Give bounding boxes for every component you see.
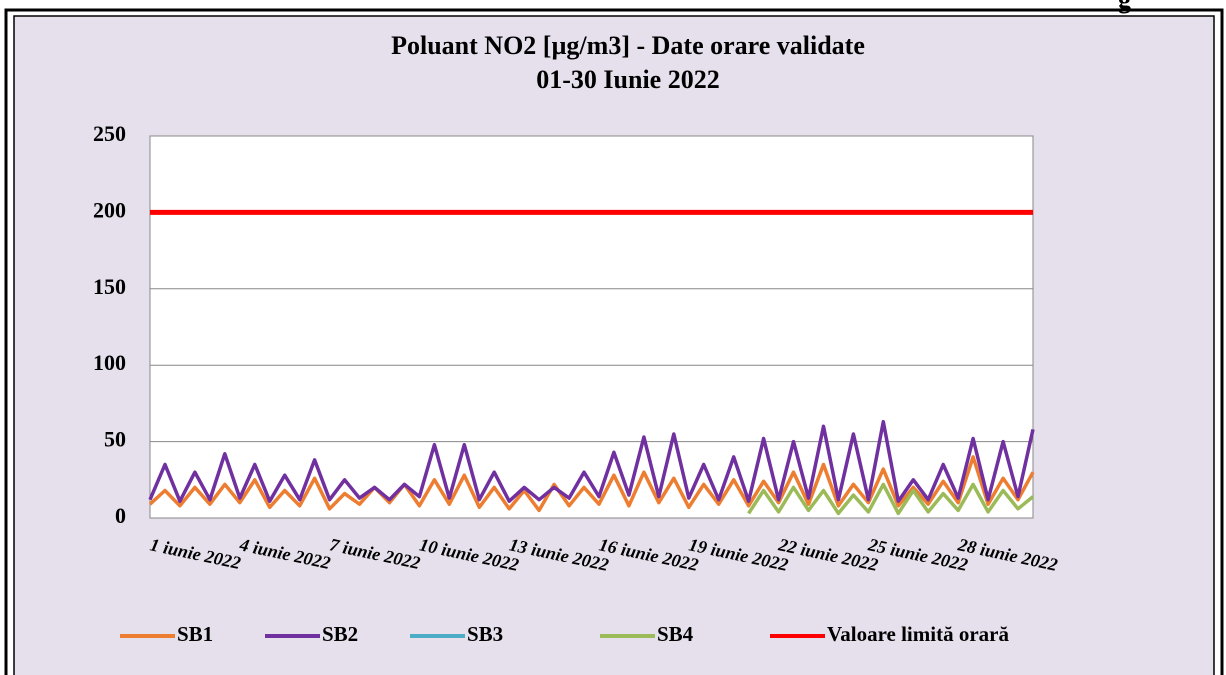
- outer-frame: [4, 8, 1224, 675]
- series-line: [747, 482, 1035, 516]
- y-tick-label: 150: [93, 274, 126, 299]
- corner-text: g: [1118, 0, 1131, 14]
- series-line: [148, 419, 1035, 503]
- plot-area: [149, 135, 1034, 519]
- legend-label: SB2: [322, 622, 358, 646]
- y-tick-label: 0: [115, 503, 126, 528]
- y-tick-label: 100: [93, 350, 126, 375]
- legend-label: SB3: [467, 622, 503, 646]
- legend-label: SB1: [177, 622, 213, 646]
- y-tick-label: 250: [93, 121, 126, 146]
- y-tick-label: 50: [104, 427, 126, 452]
- y-tick-label: 200: [93, 197, 126, 222]
- legend-label: Valoare limită orară: [827, 622, 1009, 646]
- chart-subtitle: 01-30 Iunie 2022: [536, 65, 719, 94]
- chart-title: Poluant NO2 [µg/m3] - Date orare validat…: [391, 31, 865, 60]
- series-line: [148, 455, 1035, 513]
- legend-label: SB4: [657, 622, 694, 646]
